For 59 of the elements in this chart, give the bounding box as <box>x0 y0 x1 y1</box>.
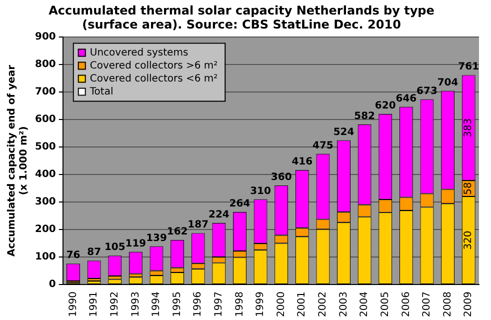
y-tick-label: 500 <box>35 142 56 153</box>
x-tick-label: 1993 <box>130 292 142 318</box>
total-label: 224 <box>208 209 230 220</box>
x-tick-label: 1996 <box>192 292 204 318</box>
x-tick-label: 1992 <box>109 292 120 318</box>
total-label: 416 <box>292 156 313 168</box>
total-label: 264 <box>229 198 250 210</box>
total-label: 310 <box>250 186 272 197</box>
data-label: 58 <box>463 182 474 195</box>
y-axis-title: Accumulated capacity end of year (x 1.000 m²) <box>6 64 30 256</box>
total-label: 524 <box>333 126 354 138</box>
total-label: 105 <box>104 242 126 254</box>
legend-label: Covered collectors >6 m² <box>90 60 218 72</box>
total-label: 139 <box>146 232 167 244</box>
total-label: 704 <box>437 77 458 88</box>
x-tick-label: 1999 <box>255 292 266 318</box>
x-tick-label: 2001 <box>296 292 308 318</box>
chart-title: Accumulated thermal solar capacity Netherlands by type (surface area). Source: CBS StatLine Dec. 2010 <box>48 3 434 32</box>
total-label: 187 <box>188 220 209 231</box>
total-label: 646 <box>396 93 417 104</box>
total-label: 360 <box>270 172 292 184</box>
total-label: 620 <box>374 100 396 112</box>
total-label: 582 <box>354 110 376 122</box>
x-tick-label: 1998 <box>234 292 246 318</box>
x-tick-label: 2000 <box>276 292 287 318</box>
total-label: 119 <box>125 238 146 250</box>
y-tick-label: 800 <box>35 58 56 70</box>
total-label: 475 <box>312 140 334 152</box>
y-tick-label: 0 <box>48 279 56 290</box>
x-tick-label: 2009 <box>463 292 474 318</box>
x-tick-label: 2007 <box>422 292 433 318</box>
x-tick-label: 2005 <box>380 292 391 318</box>
x-tick-label: 2004 <box>359 292 370 318</box>
y-tick-label: 300 <box>35 196 56 208</box>
x-tick-label: 1997 <box>214 292 225 318</box>
total-label: 162 <box>166 226 188 238</box>
x-tick-label: 1994 <box>151 292 162 318</box>
y-tick-label: 400 <box>35 169 56 180</box>
x-tick-label: 1995 <box>172 292 183 318</box>
total-label: 76 <box>66 250 80 262</box>
total-label: 761 <box>458 62 480 73</box>
x-tick-label: 2003 <box>338 292 350 318</box>
y-tick-label: 600 <box>35 114 56 125</box>
y-tick-label: 100 <box>35 252 56 263</box>
y-tick-label: 700 <box>35 86 56 98</box>
y-tick-label: 900 <box>35 31 56 42</box>
data-label: 383 <box>463 118 474 138</box>
legend-label: Uncovered systems <box>90 47 188 58</box>
total-label: 673 <box>416 86 438 97</box>
legend-label: Total <box>88 86 114 98</box>
x-tick-label: 2006 <box>400 292 412 318</box>
x-tick-label: 1991 <box>88 292 100 318</box>
x-tick-label: 2002 <box>318 292 329 318</box>
data-label: 320 <box>463 230 474 250</box>
x-tick-label: 1990 <box>68 292 79 318</box>
legend-label: Covered collectors <6 m² <box>90 73 218 84</box>
y-tick-label: 200 <box>35 224 56 236</box>
total-label: 87 <box>87 247 102 258</box>
x-tick-label: 2008 <box>442 292 454 318</box>
